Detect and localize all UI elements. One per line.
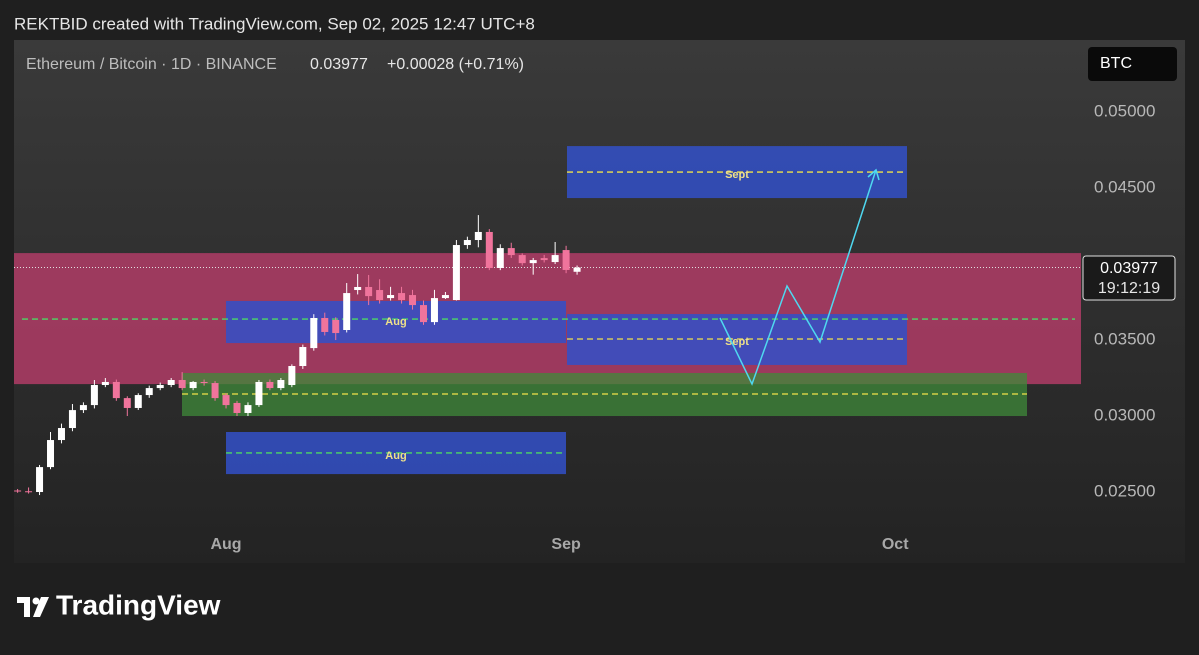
candle-body [551,255,559,263]
candles [14,215,581,496]
candle-body [463,240,471,246]
candle-body [321,317,329,332]
price-label: 0.03977 [1100,260,1158,277]
candle-body [68,410,76,429]
candle-body [562,250,570,270]
candle-body [255,381,263,406]
zone-label: Sept [725,336,749,348]
zones: Aug Aug Sept Sept [14,146,1081,475]
zone [226,300,566,344]
candle-body [573,267,581,272]
candle-body [156,385,164,389]
x-tick-label: Sep [551,536,581,553]
candle-body [365,286,373,297]
candle-body [507,248,515,256]
candle-body [343,293,351,330]
candle-body [189,381,197,389]
candle-body [134,395,142,408]
price-label-box [1082,255,1176,301]
y-tick-label: 0.02500 [1094,482,1155,501]
y-tick-label: 0.03500 [1094,330,1155,349]
y-tick-label: 0.05000 [1094,102,1155,121]
candle-body [288,366,296,386]
projection-arrow [867,168,880,181]
candle-body [299,347,307,367]
y-tick-label: 0.04500 [1094,178,1155,197]
candle-body [25,491,33,493]
candle-body [36,467,44,493]
candle-body [529,260,537,264]
candle-body [233,402,241,413]
candle-body [211,383,219,399]
candle-body [101,381,109,386]
candle-body [387,295,395,299]
candle-body [419,305,427,323]
zone-label: Sept [725,169,749,181]
zone-label: Aug [385,450,406,462]
candle-body [277,380,285,389]
candle-body [354,286,362,291]
countdown: 19:12:19 [1098,280,1160,297]
projection-path [719,169,877,386]
symbol-title: Ethereum / Bitcoin · 1D · BINANCE [26,56,277,73]
candle-body [14,490,22,492]
legend-price: 0.03977 [310,56,368,73]
candle-body [409,295,417,306]
candle-body [145,388,153,396]
candle-body [474,231,482,241]
candle-body [112,381,120,399]
y-tick-label: 0.03000 [1094,406,1155,425]
header: REKTBID created with TradingView.com, Se… [14,14,535,33]
candle-body [310,317,318,349]
candle-body [430,298,438,323]
candle-body [485,231,493,268]
candle-body [244,405,252,413]
candle-body [518,255,526,264]
candle-body [200,381,208,384]
zone-label: Aug [385,316,406,328]
candle-body [376,290,384,301]
candle-body [398,293,406,301]
x-tick-label: Oct [882,536,909,553]
candle-body [79,405,87,411]
candle-body [47,440,55,468]
candle-body [441,295,449,299]
candle-body [90,385,98,406]
candle-body [123,398,131,408]
candle-body [540,258,548,261]
candle-body [57,428,65,441]
candle-body [496,248,504,268]
candle-body [332,319,340,334]
candle-body [178,380,186,389]
currency-label[interactable]: BTC [1100,55,1132,72]
logo-mark [17,597,49,617]
currency-button[interactable] [1088,47,1177,81]
candle-body [452,245,460,301]
legend-change: +0.00028 (+0.71%) [387,56,524,73]
candle-body [266,381,274,389]
x-tick-label: Aug [210,536,241,553]
logo-text: TradingView [56,589,221,620]
candle-body [222,395,230,406]
candle-body [167,380,175,386]
